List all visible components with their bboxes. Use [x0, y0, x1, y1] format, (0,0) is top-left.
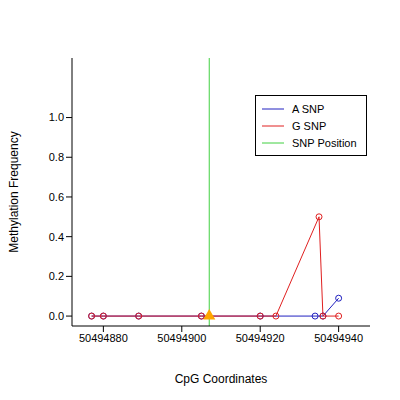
svg-text:50494920: 50494920	[236, 332, 285, 344]
svg-text:0.8: 0.8	[49, 151, 64, 163]
html-text:Methylation Frequency: Methylation Frequency	[7, 131, 21, 253]
html-text:G SNP: G SNP	[292, 119, 327, 132]
svg-text:0.6: 0.6	[49, 191, 64, 203]
svg-text:50494880: 50494880	[79, 332, 128, 344]
html-text:SNP Position: SNP Position	[292, 136, 357, 149]
svg-text:0.2: 0.2	[49, 270, 64, 282]
html-text:CpG Coordinates: CpG Coordinates	[174, 372, 268, 386]
svg-text:50494900: 50494900	[157, 332, 206, 344]
svg-text:1.0: 1.0	[49, 111, 64, 123]
svg-text:0.4: 0.4	[49, 231, 64, 243]
html-text:A SNP: A SNP	[292, 102, 325, 115]
svg-text:0.0: 0.0	[49, 310, 64, 322]
svg-text:50494940: 50494940	[314, 332, 363, 344]
